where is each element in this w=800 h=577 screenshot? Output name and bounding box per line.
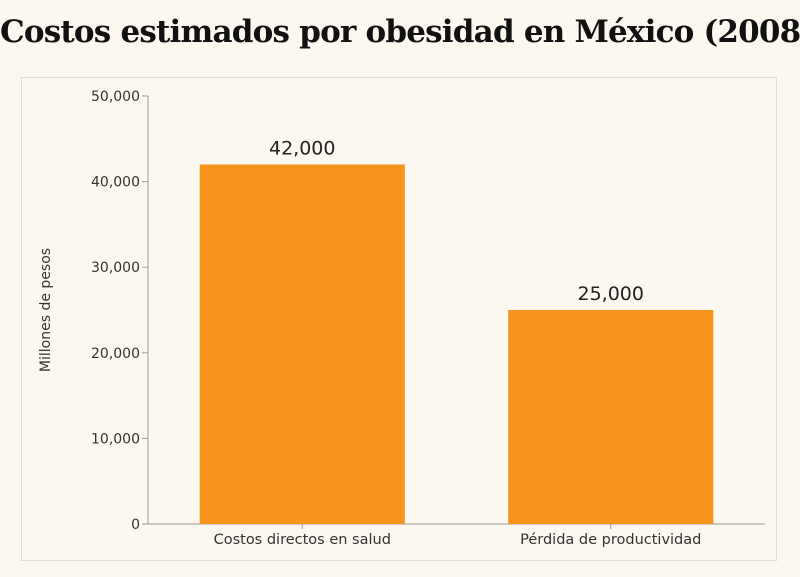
- x-category-label: Pérdida de productividad: [520, 532, 701, 548]
- y-tick-label: 20,000: [91, 346, 140, 362]
- bar[interactable]: [508, 310, 714, 524]
- bar[interactable]: [199, 164, 405, 525]
- y-tick-label: 40,000: [91, 175, 140, 191]
- y-tick-label: 0: [131, 517, 140, 533]
- chart-title: Costos estimados por obesidad en México …: [0, 14, 800, 50]
- y-tick-label: 30,000: [91, 260, 140, 276]
- bar-data-label: 42,000: [269, 137, 335, 159]
- y-tick-label: 50,000: [91, 89, 140, 105]
- bar-data-label: 25,000: [578, 283, 644, 305]
- x-category-label: Costos directos en salud: [214, 532, 391, 548]
- y-axis-title: Millones de pesos: [38, 248, 54, 372]
- y-tick-label: 10,000: [91, 431, 140, 447]
